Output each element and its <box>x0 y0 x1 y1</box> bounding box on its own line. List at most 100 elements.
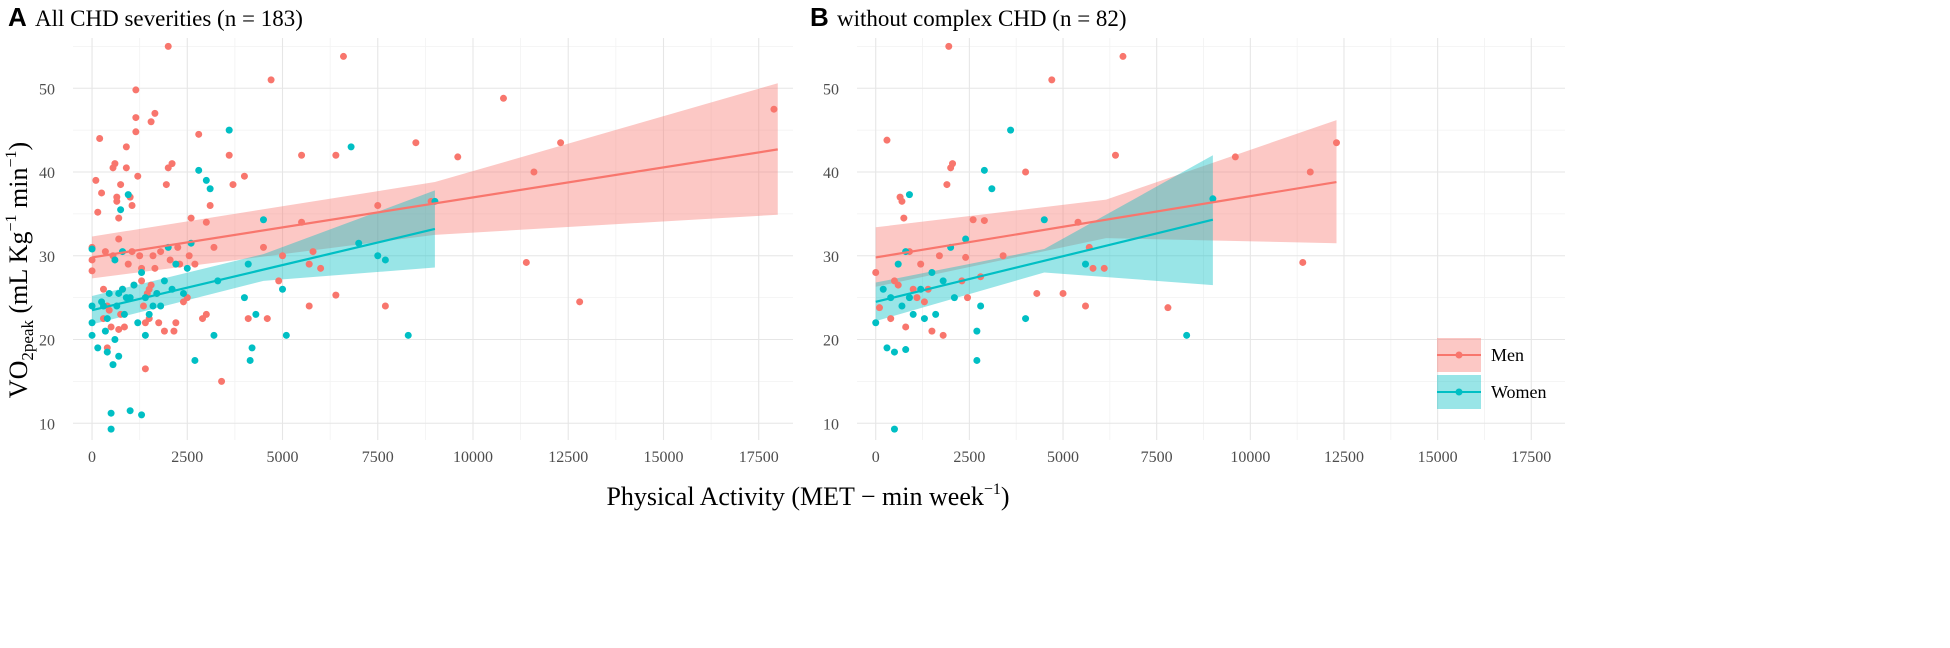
panel-a-men-point <box>317 264 325 272</box>
panel-b-men-point <box>920 298 928 306</box>
y-label-main: VO <box>4 361 33 399</box>
panel-a-x-tick-label: 5000 <box>267 449 299 466</box>
panel-b-men-point <box>943 181 951 189</box>
panel-a-men-point <box>305 302 313 310</box>
panel-b-men-point <box>935 252 943 260</box>
panel-a-men-point <box>98 189 106 197</box>
legend-men-label: Men <box>1491 345 1524 365</box>
panel-a-women-point <box>126 407 134 415</box>
panel-a-men-point <box>157 248 165 256</box>
panel-a-women-point <box>138 269 146 276</box>
panel-b-men-point <box>872 269 880 276</box>
panel-a-women-point <box>103 348 111 356</box>
panel-a-women-point <box>404 331 412 339</box>
panel-b-women-point <box>872 319 880 327</box>
panel-a-men-point <box>267 76 275 84</box>
panel-a-women-point <box>240 294 248 302</box>
panel-a-men-point <box>132 86 140 94</box>
panel-a-x-tick-label: 12500 <box>548 449 588 466</box>
panel-a-men-confidence-band <box>92 83 778 279</box>
panel-a-men-point <box>120 323 128 331</box>
panel-a-men-point <box>111 160 119 168</box>
panel-b-letter: B <box>810 2 829 32</box>
panel-a-men-point <box>166 256 174 264</box>
panel-b-men-point <box>909 285 917 293</box>
panel-b-men-fit-line <box>875 180 1337 259</box>
panel-b-x-tick-label: 17500 <box>1511 449 1551 466</box>
panel-b-men-point <box>1299 258 1307 266</box>
panel-b-women-point <box>932 310 940 318</box>
x-label-text: Physical Activity (MET − min week <box>606 482 983 511</box>
panel-b-men-point <box>962 253 970 261</box>
panel-a-women-point <box>134 319 142 327</box>
y-axis-label: VO2peak (mL Kg−1 min−1) <box>3 142 37 398</box>
panel-a-women-point <box>124 191 132 199</box>
panel-a-men-point <box>412 139 420 147</box>
legend-men-key-point <box>1455 351 1463 359</box>
panel-a-men-point <box>115 214 123 222</box>
panel-a-men-point <box>187 214 195 222</box>
panel-a-women-point <box>138 411 146 419</box>
panel-b-plot: 0 2500 5000 7500 10000 12500 15000 17500 10 20 30 4… <box>823 38 1565 466</box>
panel-a-men-point <box>128 202 136 209</box>
panel-b-men-point <box>945 42 953 50</box>
panel-a-men-point <box>263 315 271 323</box>
panel-a-men-point <box>101 248 109 256</box>
panel-b-men-point <box>964 294 972 302</box>
panel-a-men-point <box>151 109 159 117</box>
panel-b-women-point <box>973 356 981 364</box>
panel-b-men-point <box>1089 264 1097 272</box>
panel-b-y-tick-label: 20 <box>823 333 839 350</box>
panel-a-men-point <box>88 267 96 275</box>
panel-a-men-point <box>132 114 140 122</box>
panel-b-women-point <box>977 302 985 310</box>
panel-b-women-point <box>894 260 902 268</box>
panel-b-women-point <box>973 327 981 335</box>
panel-b-men-point <box>1164 304 1172 312</box>
panel-b-women-point <box>909 310 917 318</box>
panel-a-men-point <box>275 277 283 285</box>
panel-a-women-point <box>248 344 256 352</box>
panel-b-y-tick-label: 30 <box>823 249 839 266</box>
panel-a-women-point <box>195 166 203 174</box>
panel-b-men-point <box>917 260 925 268</box>
y-label-unit-mid: min <box>4 167 33 214</box>
panel-a-women-point <box>252 310 260 318</box>
panel-a-women-point <box>105 289 113 297</box>
panel-a-women-point <box>279 285 287 293</box>
panel-a-women-point <box>347 143 355 151</box>
panel-b-women-point <box>902 346 910 354</box>
panel-a-x-tick-label: 10000 <box>453 449 493 466</box>
y-label-unit-close: ) <box>4 142 33 151</box>
panel-a-women-point <box>244 260 252 268</box>
panel-b-men-point <box>1119 52 1127 60</box>
panel-a-men-point <box>279 252 287 260</box>
panel-b-men-point <box>1048 76 1056 84</box>
panel-a-men-point <box>244 315 252 323</box>
panel-a-men-point <box>332 291 340 299</box>
panel-a-men-point <box>134 172 142 180</box>
panel-b-women-point <box>962 235 970 243</box>
y-label-sub: 2peak <box>18 320 37 361</box>
panel-a-women-point <box>149 302 157 310</box>
panel-a-men-point <box>162 181 170 189</box>
panel-a-men-point <box>138 277 146 285</box>
panel-a-women-point <box>381 256 389 264</box>
panel-a-men-point <box>113 197 121 205</box>
panel-a-men-point <box>117 181 125 189</box>
panel-a-women-point <box>202 176 210 184</box>
panel-a-women-point <box>183 264 191 272</box>
panel-b-women-point <box>898 302 906 310</box>
panel-a-men-point <box>107 323 115 331</box>
x-label-exp: −1 <box>984 481 1001 498</box>
panel-b-men-confidence-band <box>875 120 1337 287</box>
panel-b-men-point <box>913 294 921 302</box>
panel-b-y-tick-label: 40 <box>823 165 839 182</box>
x-axis-label: Physical Activity (MET − min week−1) <box>606 481 1009 511</box>
panel-a-men-point <box>576 298 584 306</box>
panel-a-men-point <box>136 252 144 260</box>
panel-a-men-point <box>147 281 155 289</box>
panel-a-men-point <box>149 252 157 260</box>
